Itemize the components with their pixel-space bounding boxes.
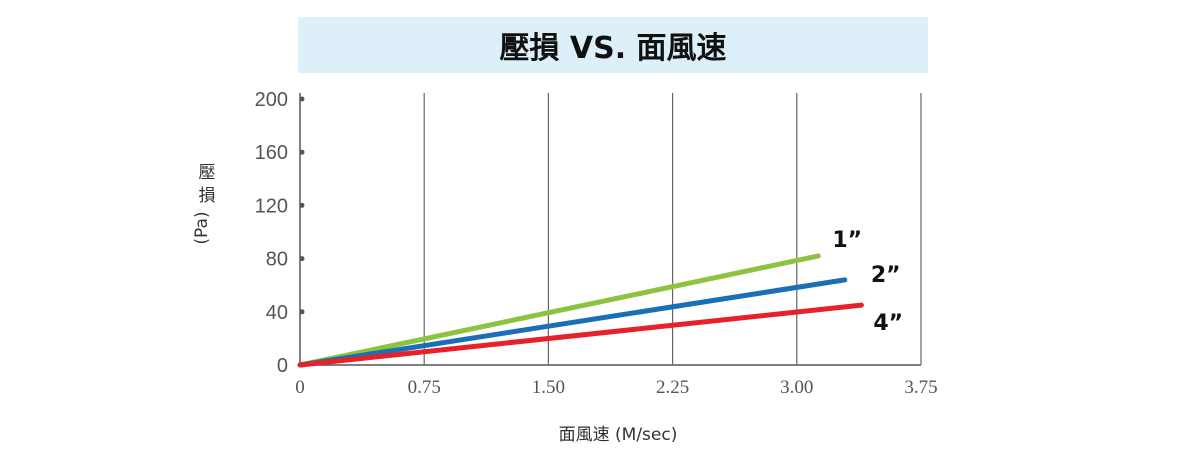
x-tick-label: 3.00 xyxy=(780,377,813,398)
y-tick-mark xyxy=(299,256,305,262)
series-label: 4” xyxy=(873,311,903,336)
y-axis-title-char-2: 損 xyxy=(199,186,216,206)
y-tick-label: 160 xyxy=(255,142,288,164)
y-axis-title-unit: (Pa) xyxy=(192,211,212,244)
y-tick-label: 0 xyxy=(277,355,288,377)
chart-title: 壓損 VS. 面風速 xyxy=(499,31,727,66)
x-tick-label: 2.25 xyxy=(656,377,689,398)
y-tick-mark xyxy=(299,96,305,102)
x-tick-label: 1.50 xyxy=(532,377,565,398)
series-line-3 xyxy=(297,302,864,368)
series-label: 1” xyxy=(832,228,862,253)
x-tick-label: 3.75 xyxy=(904,377,937,398)
y-tick-mark xyxy=(299,202,305,208)
series-label: 2” xyxy=(871,263,901,288)
y-tick-mark xyxy=(299,309,305,315)
y-axis-title-char-1: 壓 xyxy=(199,163,216,183)
chart-title-box: 壓損 VS. 面風速 xyxy=(298,17,928,73)
x-tick-label: 0 xyxy=(295,377,305,398)
y-tick-label: 200 xyxy=(255,89,288,111)
x-axis-title: 面風速 (M/sec) xyxy=(559,425,678,445)
y-tick-label: 40 xyxy=(266,302,288,324)
series-line-2 xyxy=(297,277,848,368)
x-tick-label: 0.75 xyxy=(408,377,441,398)
series-line-1 xyxy=(297,253,821,368)
y-tick-label: 80 xyxy=(266,249,288,271)
y-tick-label: 120 xyxy=(255,195,288,217)
y-tick-mark xyxy=(299,149,305,155)
